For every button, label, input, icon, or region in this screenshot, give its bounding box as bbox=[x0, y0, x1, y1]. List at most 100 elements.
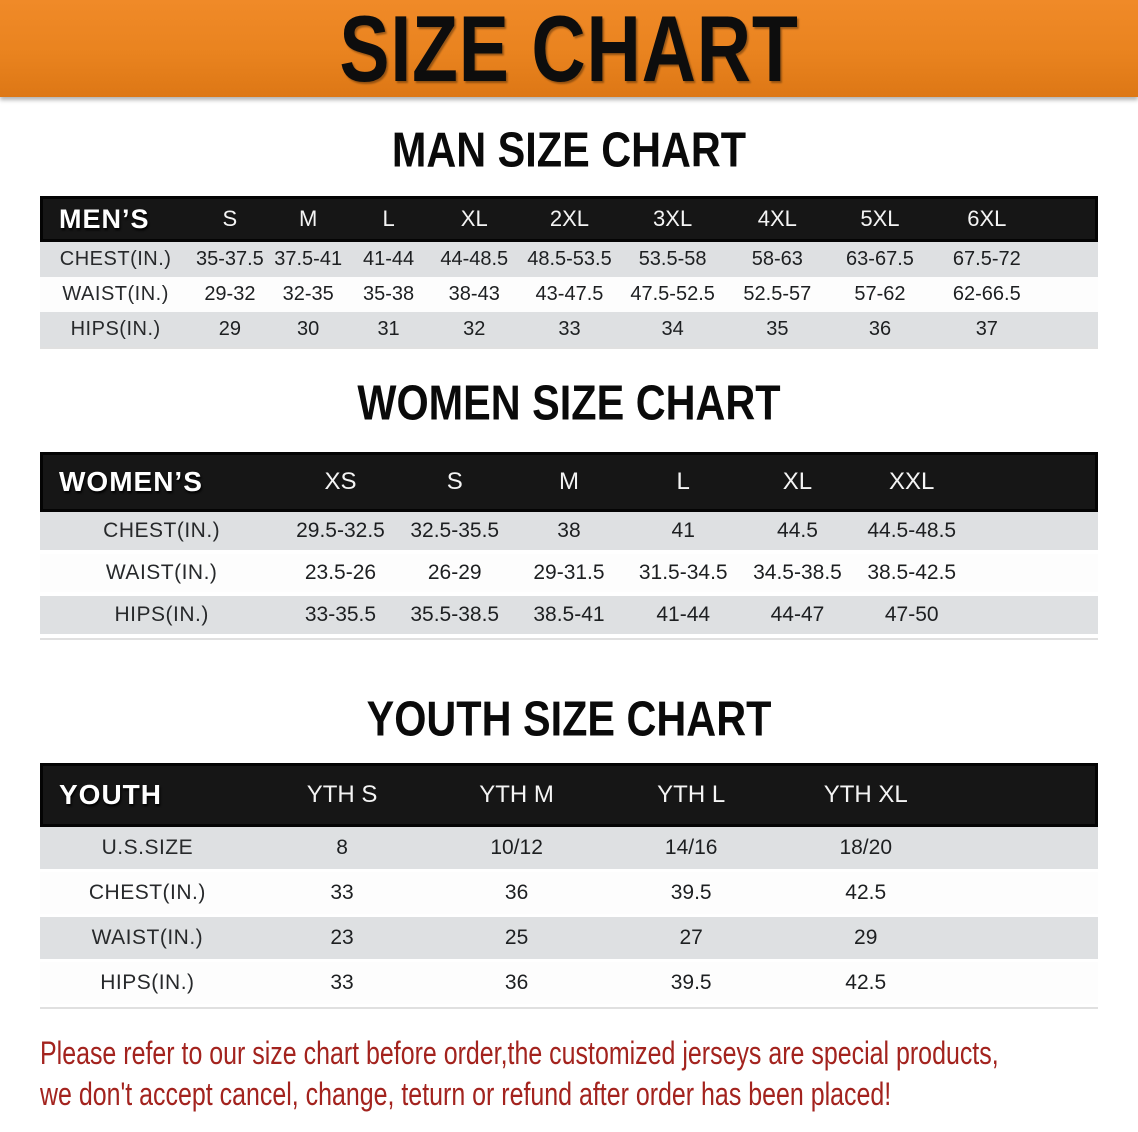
size-column-header: 4XL bbox=[725, 196, 830, 242]
size-value-cell: 33 bbox=[254, 962, 430, 1007]
size-value-cell: 35.5-38.5 bbox=[397, 596, 512, 638]
measure-row: HIPS(IN.) 33 36 39.5 42.5 bbox=[40, 962, 1098, 1007]
size-column-header: XXL bbox=[854, 452, 969, 512]
womens-size-table: WOMEN’S XS S M L XL XXL CHEST(IN.) 29.5-32.5 32.5… bbox=[40, 452, 1098, 638]
spacer-cell bbox=[953, 872, 1098, 917]
size-column-header: 5XL bbox=[829, 196, 931, 242]
spacer-cell bbox=[1042, 196, 1098, 242]
size-column-header: XL bbox=[429, 196, 520, 242]
man-size-section: MAN SIZE CHART MEN’S S M L XL 2XL 3XL 4XL 5XL 6XL… bbox=[0, 121, 1138, 347]
size-value-cell: 39.5 bbox=[603, 872, 779, 917]
size-header-row: MEN’S S M L XL 2XL 3XL 4XL 5XL 6XL bbox=[40, 196, 1098, 242]
measure-row-label: WAIST(IN.) bbox=[40, 917, 255, 962]
size-value-cell: 29 bbox=[191, 312, 269, 347]
measure-row-label: HIPS(IN.) bbox=[40, 312, 192, 347]
size-value-cell: 8 bbox=[254, 827, 430, 872]
size-column-header: XL bbox=[740, 452, 855, 512]
size-value-cell: 41-44 bbox=[347, 242, 430, 277]
size-value-cell: 58-63 bbox=[725, 242, 830, 277]
size-value-cell: 44.5-48.5 bbox=[854, 512, 969, 554]
size-column-header: 6XL bbox=[930, 196, 1043, 242]
measure-row-label: CHEST(IN.) bbox=[40, 512, 284, 554]
size-value-cell: 30 bbox=[268, 312, 348, 347]
size-value-cell: 35-37.5 bbox=[191, 242, 269, 277]
measure-row: U.S.SIZE 8 10/12 14/16 18/20 bbox=[40, 827, 1098, 872]
measure-row-label: U.S.SIZE bbox=[40, 827, 255, 872]
size-value-cell: 37 bbox=[930, 312, 1043, 347]
size-value-cell: 34.5-38.5 bbox=[740, 554, 855, 596]
size-value-cell: 47.5-52.5 bbox=[619, 277, 726, 312]
size-value-cell: 33 bbox=[519, 312, 620, 347]
size-value-cell: 48.5-53.5 bbox=[519, 242, 620, 277]
disclaimer: Please refer to our size chart before or… bbox=[40, 1033, 1138, 1115]
size-value-cell: 38-43 bbox=[429, 277, 520, 312]
measure-row: WAIST(IN.) 29-32 32-35 35-38 38-43 43-47.5 47.… bbox=[40, 277, 1098, 312]
size-value-cell: 31 bbox=[347, 312, 430, 347]
size-value-cell: 29.5-32.5 bbox=[283, 512, 398, 554]
disclaimer-line-1: Please refer to our size chart before or… bbox=[40, 1035, 999, 1071]
size-column-header: 3XL bbox=[619, 196, 726, 242]
measure-row-label: HIPS(IN.) bbox=[40, 596, 284, 638]
size-column-header: M bbox=[268, 196, 348, 242]
table-group-label: WOMEN’S bbox=[40, 452, 284, 512]
measure-row: CHEST(IN.) 33 36 39.5 42.5 bbox=[40, 872, 1098, 917]
measure-row: WAIST(IN.) 23 25 27 29 bbox=[40, 917, 1098, 962]
size-value-cell: 35 bbox=[725, 312, 830, 347]
size-column-header: XS bbox=[283, 452, 398, 512]
measure-row-label: WAIST(IN.) bbox=[40, 277, 192, 312]
size-chart-banner: SIZE CHART bbox=[0, 0, 1138, 97]
size-column-header: S bbox=[397, 452, 512, 512]
size-value-cell: 57-62 bbox=[829, 277, 931, 312]
size-header-row: WOMEN’S XS S M L XL XXL bbox=[40, 452, 1098, 512]
size-value-cell: 38.5-41 bbox=[511, 596, 627, 638]
measure-row: WAIST(IN.) 23.5-26 26-29 29-31.5 31.5-34.5 34… bbox=[40, 554, 1098, 596]
spacer-cell bbox=[1042, 242, 1098, 277]
size-column-header: YTH M bbox=[429, 763, 604, 827]
spacer-cell bbox=[1042, 277, 1098, 312]
size-column-header: S bbox=[191, 196, 269, 242]
size-value-cell: 63-67.5 bbox=[829, 242, 931, 277]
size-value-cell: 41 bbox=[626, 512, 741, 554]
size-value-cell: 42.5 bbox=[778, 962, 954, 1007]
size-value-cell: 37.5-41 bbox=[268, 242, 348, 277]
size-value-cell: 35-38 bbox=[347, 277, 430, 312]
spacer-cell bbox=[968, 452, 1098, 512]
size-value-cell: 36 bbox=[429, 962, 604, 1007]
size-column-header: YTH L bbox=[603, 763, 779, 827]
size-value-cell: 47-50 bbox=[854, 596, 969, 638]
spacer-cell bbox=[1042, 312, 1098, 347]
size-column-header: L bbox=[626, 452, 741, 512]
size-value-cell: 32 bbox=[429, 312, 520, 347]
size-value-cell: 62-66.5 bbox=[930, 277, 1043, 312]
measure-row-label: WAIST(IN.) bbox=[40, 554, 284, 596]
size-value-cell: 43-47.5 bbox=[519, 277, 620, 312]
man-size-heading: MAN SIZE CHART bbox=[391, 121, 747, 178]
size-value-cell: 25 bbox=[429, 917, 604, 962]
spacer-cell bbox=[968, 512, 1098, 554]
size-value-cell: 32.5-35.5 bbox=[397, 512, 512, 554]
measure-row-label: HIPS(IN.) bbox=[40, 962, 255, 1007]
size-value-cell: 44-48.5 bbox=[429, 242, 520, 277]
size-column-header: YTH S bbox=[254, 763, 430, 827]
size-value-cell: 31.5-34.5 bbox=[626, 554, 741, 596]
size-value-cell: 27 bbox=[603, 917, 779, 962]
size-value-cell: 32-35 bbox=[268, 277, 348, 312]
size-value-cell: 26-29 bbox=[397, 554, 512, 596]
size-header-row: YOUTH YTH S YTH M YTH L YTH XL bbox=[40, 763, 1098, 827]
size-value-cell: 39.5 bbox=[603, 962, 779, 1007]
size-value-cell: 38.5-42.5 bbox=[854, 554, 969, 596]
size-value-cell: 67.5-72 bbox=[930, 242, 1043, 277]
size-value-cell: 38 bbox=[511, 512, 627, 554]
measure-row-label: CHEST(IN.) bbox=[40, 872, 255, 917]
size-column-header: L bbox=[347, 196, 430, 242]
table-group-label: YOUTH bbox=[40, 763, 255, 827]
size-value-cell: 18/20 bbox=[778, 827, 954, 872]
spacer-cell bbox=[953, 917, 1098, 962]
youth-size-table: YOUTH YTH S YTH M YTH L YTH XL U.S.SIZE 8 10/12… bbox=[40, 763, 1098, 1007]
measure-row: CHEST(IN.) 29.5-32.5 32.5-35.5 38 41 44.5 44.5… bbox=[40, 512, 1098, 554]
size-column-header: YTH XL bbox=[778, 763, 954, 827]
banner-title: SIZE CHART bbox=[339, 0, 799, 101]
size-value-cell: 33-35.5 bbox=[283, 596, 398, 638]
size-value-cell: 52.5-57 bbox=[725, 277, 830, 312]
